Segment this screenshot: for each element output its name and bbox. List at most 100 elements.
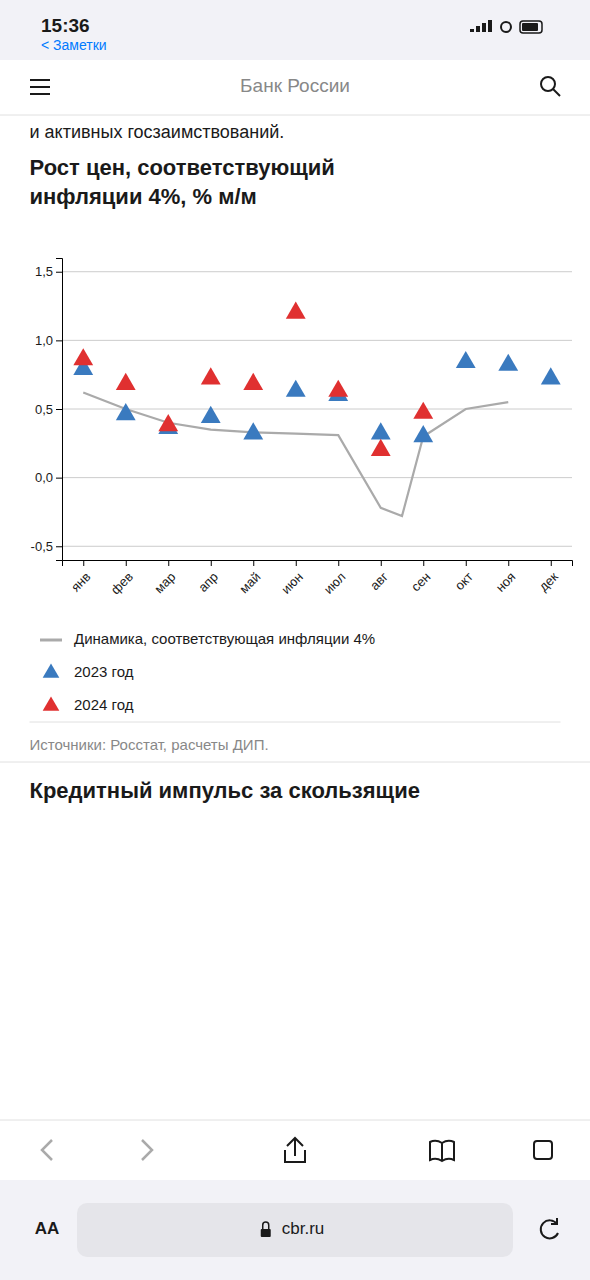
x-tick-mark	[83, 560, 84, 566]
legend-item: 2023 год	[43, 663, 134, 680]
source-text: Источники: Росстат, расчеты ДИП.	[30, 736, 269, 753]
y-tick-label: 1,5	[35, 264, 53, 279]
reload-button[interactable]	[541, 1218, 558, 1238]
x-tick: авг	[367, 560, 391, 593]
data-point	[413, 402, 433, 419]
tabs-button[interactable]	[534, 1141, 552, 1159]
data-point	[201, 406, 221, 423]
y-tick: 1,5	[35, 264, 62, 279]
legend-swatch	[43, 696, 60, 710]
search-handle[interactable]	[553, 89, 560, 96]
legend-item: Динамика, соответствующая инфляции 4%	[40, 630, 375, 647]
x-tick: сен	[408, 560, 433, 594]
x-tick-label: фев	[108, 569, 136, 597]
x-tick-mark	[381, 560, 382, 566]
x-tick: июн	[278, 560, 306, 597]
back-button[interactable]	[42, 1140, 52, 1160]
data-point	[201, 367, 221, 384]
search-icon[interactable]	[541, 77, 555, 91]
x-tick: окт	[452, 560, 476, 593]
legend-item: 2024 год	[43, 696, 134, 713]
status-icons	[470, 20, 542, 33]
bookmarks-button[interactable]	[430, 1141, 454, 1161]
bottom-nav-border	[0, 1120, 590, 1121]
x-tick-label: июл	[321, 569, 349, 597]
data-point	[286, 301, 306, 318]
data-point	[116, 403, 136, 420]
plot-area	[73, 301, 560, 516]
reader-button[interactable]: AA	[35, 1219, 60, 1238]
data-point	[116, 373, 136, 390]
signal-bar	[482, 23, 486, 32]
y-tick-mark	[56, 546, 62, 547]
y-tick-mark	[56, 478, 62, 479]
source-border	[30, 722, 561, 723]
grid-line	[62, 340, 572, 341]
bank-name: Банк России	[240, 75, 350, 96]
y-tick-label: -0,5	[31, 539, 53, 554]
status-bar: 15:36< Заметки	[0, 0, 590, 60]
x-tick-mark	[423, 560, 424, 566]
wifi-icon	[501, 22, 511, 32]
x-tick-label: мар	[151, 569, 178, 596]
x-tick-mark	[126, 560, 127, 566]
chart-title-line: Рост цен, соответствующий	[30, 155, 335, 180]
y-tick: 0,0	[35, 470, 62, 485]
x-tick-mark	[338, 560, 339, 566]
url-field[interactable]	[77, 1203, 513, 1257]
x-tick-label: авг	[367, 569, 391, 593]
grid	[62, 272, 572, 547]
data-point	[73, 348, 93, 365]
url-text[interactable]: cbr.ru	[282, 1219, 325, 1238]
browser-bar-bg	[0, 1180, 590, 1280]
y-tick: 0,5	[35, 402, 62, 417]
y-tick: -0,5	[31, 539, 62, 554]
x-tick-mark	[168, 560, 169, 566]
menu-button[interactable]	[30, 80, 50, 94]
data-point	[541, 367, 561, 384]
lock-shackle	[263, 1222, 269, 1229]
x-tick-label: янв	[68, 569, 94, 595]
background	[0, 0, 590, 1280]
back-link[interactable]: < Заметки	[41, 37, 107, 53]
data-point	[243, 373, 263, 390]
footer-title: Кредитный импульс за скользящие	[30, 778, 420, 803]
y-tick-mark	[56, 272, 62, 273]
x-tick: мар	[151, 560, 178, 596]
x-tick-label: дек	[536, 569, 561, 594]
y-tick-label: 0,0	[35, 470, 53, 485]
bottom-nav	[0, 1120, 590, 1162]
search-button[interactable]	[541, 77, 560, 96]
data-point	[456, 351, 476, 368]
menu-line[interactable]	[30, 93, 50, 95]
legend-label: 2023 год	[74, 663, 134, 680]
x-tick-label: ноя	[493, 569, 519, 595]
share-button[interactable]	[285, 1138, 305, 1162]
trend-line	[83, 393, 508, 517]
menu-line[interactable]	[30, 86, 50, 88]
x-tick-label: окт	[452, 569, 476, 593]
x-tick-mark	[466, 560, 467, 566]
x-tick: фев	[108, 560, 136, 597]
header-text: и активных госзаимствований.	[30, 122, 285, 142]
data-point	[413, 425, 433, 442]
x-tick-mark	[253, 560, 254, 566]
y-tick-mark	[56, 409, 62, 410]
signal-bar	[488, 20, 492, 32]
data-point	[243, 422, 263, 439]
x-tick: апр	[195, 560, 221, 595]
forward-button[interactable]	[142, 1140, 152, 1160]
legend-label: Динамика, соответствующая инфляции 4%	[74, 630, 375, 647]
data-point	[286, 380, 306, 397]
status-time: 15:36	[41, 15, 90, 36]
menu-line[interactable]	[30, 79, 50, 81]
x-tick-mark	[551, 560, 552, 566]
footer-border	[0, 762, 590, 763]
legend-swatch	[43, 663, 60, 677]
y-tick-mark	[56, 340, 62, 341]
x-tick: дек	[536, 560, 561, 594]
y-tick: 1,0	[35, 333, 62, 348]
x-tick: июл	[321, 560, 349, 597]
x-axis-line	[63, 561, 573, 567]
grid-line	[62, 546, 572, 547]
